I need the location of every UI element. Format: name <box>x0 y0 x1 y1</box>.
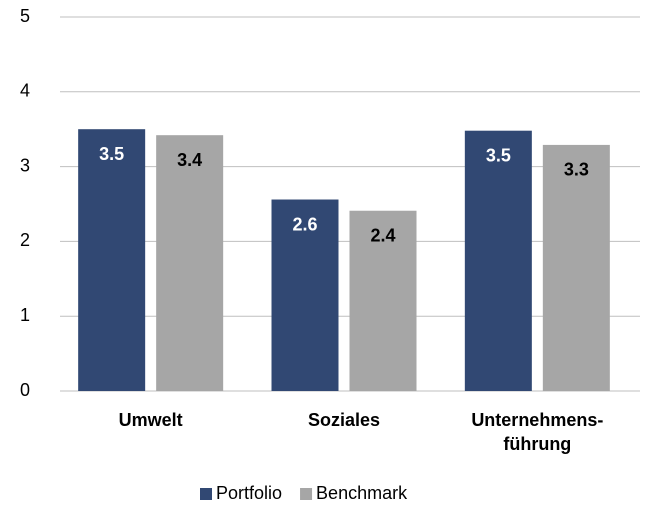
value-label: 3.5 <box>486 145 511 165</box>
y-tick-label: 0 <box>20 380 30 400</box>
bar <box>349 210 417 391</box>
bar <box>78 129 146 391</box>
legend-label: Portfolio <box>216 483 282 503</box>
bar <box>542 144 610 391</box>
legend-swatch <box>200 488 212 500</box>
x-tick-label: Unternehmens-führung <box>471 410 604 454</box>
y-tick-label: 5 <box>20 6 30 26</box>
value-label: 3.4 <box>177 150 202 170</box>
value-label: 2.6 <box>292 214 317 234</box>
y-tick-label: 3 <box>20 155 30 175</box>
value-label: 3.3 <box>564 160 589 180</box>
bar <box>464 130 532 392</box>
value-label: 2.4 <box>370 225 395 245</box>
y-tick-label: 2 <box>20 230 30 250</box>
y-tick-label: 4 <box>20 81 30 101</box>
bar <box>271 199 339 391</box>
bar <box>156 135 224 391</box>
x-tick-label: Umwelt <box>118 410 183 430</box>
y-tick-label: 1 <box>20 305 30 325</box>
legend-swatch <box>300 488 313 500</box>
value-label: 3.5 <box>99 144 124 164</box>
x-tick-label: Soziales <box>307 410 381 430</box>
legend-label: Benchmark <box>316 483 408 503</box>
